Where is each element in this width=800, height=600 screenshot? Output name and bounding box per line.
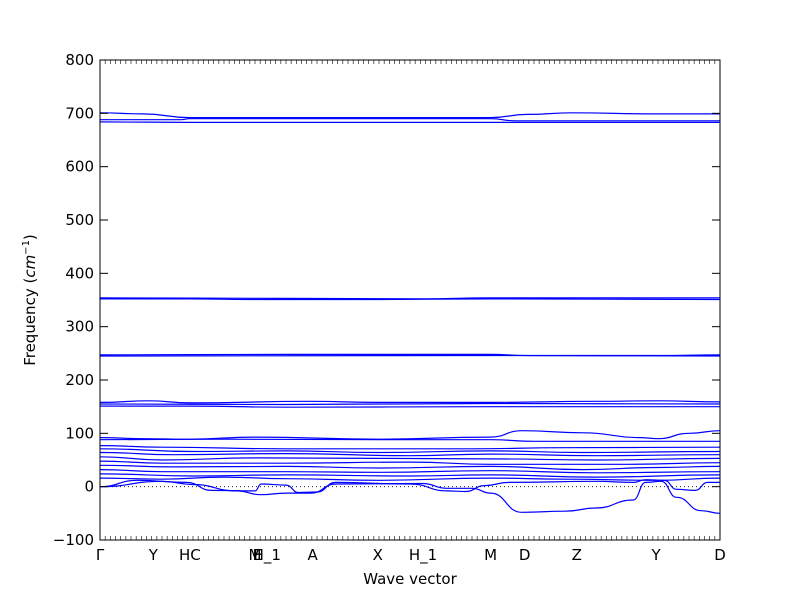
y-tick-label: 800 (65, 51, 94, 69)
y-tick-label: 200 (65, 371, 94, 389)
phonon-band-10 (100, 405, 720, 408)
phonon-band-16 (99, 456, 721, 461)
x-tick-label: X (373, 546, 383, 564)
x-tick-label: M (484, 546, 497, 564)
phonon-band-11 (99, 430, 721, 440)
y-axis: −100 0 100 200 300 400 500 600 700 800 (53, 51, 720, 549)
y-tick-label: 600 (65, 158, 94, 176)
x-tick-label: A (308, 546, 319, 564)
phonon-band-3 (99, 121, 720, 124)
y-tick-label: 500 (65, 211, 94, 229)
x-tick-label: H_1 (409, 546, 437, 565)
y-axis-title: Frequency (cm−1) (21, 234, 39, 366)
y-axis-title-unit-sup: −1 (21, 240, 32, 255)
x-tick-label: HC (179, 546, 201, 564)
phonon-band-17 (99, 460, 721, 465)
phonon-band-13 (99, 445, 721, 450)
x-tick-label: D (519, 546, 531, 564)
y-axis-title-unit: cm (21, 255, 39, 278)
y-axis-title-close: ) (21, 234, 39, 240)
phonon-band-20 (99, 473, 721, 478)
phonon-band-5 (100, 298, 721, 301)
phonon-band-21 (99, 476, 721, 481)
y-tick-label: 0 (84, 478, 94, 496)
phonon-band-23 (99, 480, 721, 514)
phonon-band-18 (99, 464, 721, 471)
plot-area (99, 112, 721, 514)
y-tick-label: 300 (65, 318, 94, 336)
phonon-band-8 (99, 400, 721, 404)
phonon-band-22 (99, 479, 720, 494)
y-tick-label: 400 (65, 264, 94, 282)
x-tick-label: E (253, 546, 262, 564)
y-tick-label: −100 (53, 531, 94, 549)
phonon-band-7 (99, 354, 721, 357)
y-tick-label: 700 (65, 104, 94, 122)
x-tick-label: Y (651, 546, 662, 564)
x-tick-label: D (714, 546, 726, 564)
x-tick-label: Z (572, 546, 582, 564)
y-tick-label: 100 (65, 424, 94, 442)
phonon-band-1 (99, 112, 720, 119)
x-tick-label: Γ (96, 546, 105, 564)
x-axis: Γ Y HC EMH_1 A X H_1 M D Z Y D (96, 60, 726, 565)
phonon-band-12 (99, 438, 720, 442)
phonon-band-2 (100, 118, 720, 122)
phonon-band-15 (99, 451, 721, 457)
x-tick-label: H_1 (253, 546, 281, 565)
x-tick-label: Y (148, 546, 159, 564)
phonon-band-14 (99, 448, 721, 454)
phonon-band-9 (99, 402, 721, 406)
phonon-band-19 (99, 469, 721, 474)
x-axis-title: Wave vector (363, 570, 457, 588)
y-axis-title-main: Frequency ( (21, 278, 39, 366)
x-tick-label: M (249, 546, 262, 564)
